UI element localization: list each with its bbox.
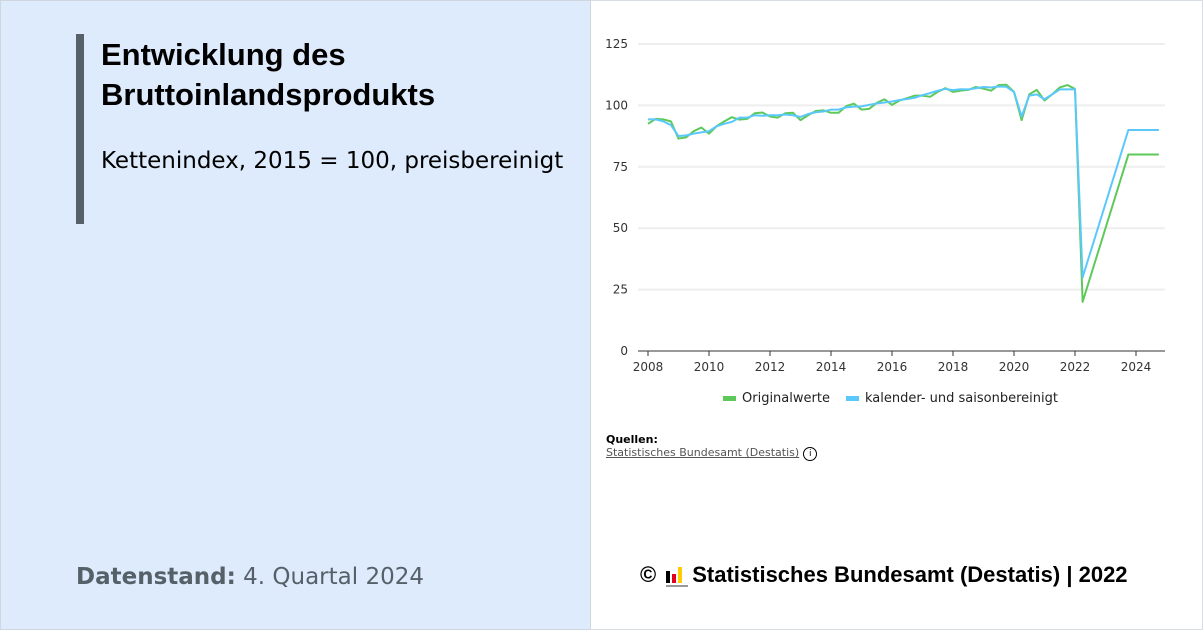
x-tick-label: 2012 (755, 360, 786, 374)
legend-label-adjusted: kalender- und saisonbereinigt (864, 391, 1058, 406)
data-status-label: Datenstand: (76, 564, 236, 590)
source-link[interactable]: Statistisches Bundesamt (Destatis) (606, 446, 800, 459)
series-line-adjusted (648, 85, 1159, 279)
y-tick-label: 75 (613, 160, 628, 174)
y-tick-label: 50 (613, 221, 628, 235)
x-tick-label: 2018 (938, 360, 969, 374)
sources: Quellen: Statistisches Bundesamt (Destat… (606, 433, 818, 461)
accent-bar (76, 34, 84, 224)
x-tick-label: 2014 (816, 360, 847, 374)
legend-swatch-adjusted (845, 396, 859, 401)
x-tick-label: 2024 (1121, 360, 1152, 374)
data-status: Datenstand: 4. Quartal 2024 (76, 564, 424, 590)
chart-title: Entwicklung des Bruttoinlandsprodukts (101, 37, 436, 112)
footer-text: Statistisches Bundesamt (Destatis) | 202… (692, 562, 1128, 587)
destatis-logo-icon (666, 563, 689, 587)
x-tick-label: 2008 (633, 360, 664, 374)
sources-label: Quellen: (606, 433, 658, 446)
chart-subtitle: Kettenindex, 2015 = 100, preisbereinigt (101, 148, 564, 174)
copyright-icon: © (640, 562, 657, 587)
y-tick-label: 25 (613, 283, 628, 297)
data-status-value: 4. Quartal 2024 (243, 564, 424, 590)
legend: Originalwerte kalender- und saisonberein… (723, 391, 1058, 406)
x-tick-label: 2022 (1060, 360, 1091, 374)
info-panel: Entwicklung des Bruttoinlandsprodukts Ke… (0, 0, 591, 630)
legend-item-original[interactable]: Originalwerte (723, 391, 830, 406)
x-tick-label: 2016 (877, 360, 908, 374)
y-tick-label: 125 (605, 37, 628, 51)
footer: © Statistisches Bundesamt (Destatis) | 2… (640, 562, 1128, 588)
y-tick-label: 0 (620, 344, 628, 358)
x-tick-label: 2020 (999, 360, 1030, 374)
legend-swatch-original (723, 396, 736, 401)
legend-label-original: Originalwerte (742, 391, 830, 406)
legend-item-adjusted[interactable]: kalender- und saisonbereinigt (845, 391, 1058, 406)
y-tick-label: 100 (605, 98, 628, 112)
info-icon[interactable]: i (803, 447, 818, 461)
x-tick-label: 2010 (694, 360, 725, 374)
